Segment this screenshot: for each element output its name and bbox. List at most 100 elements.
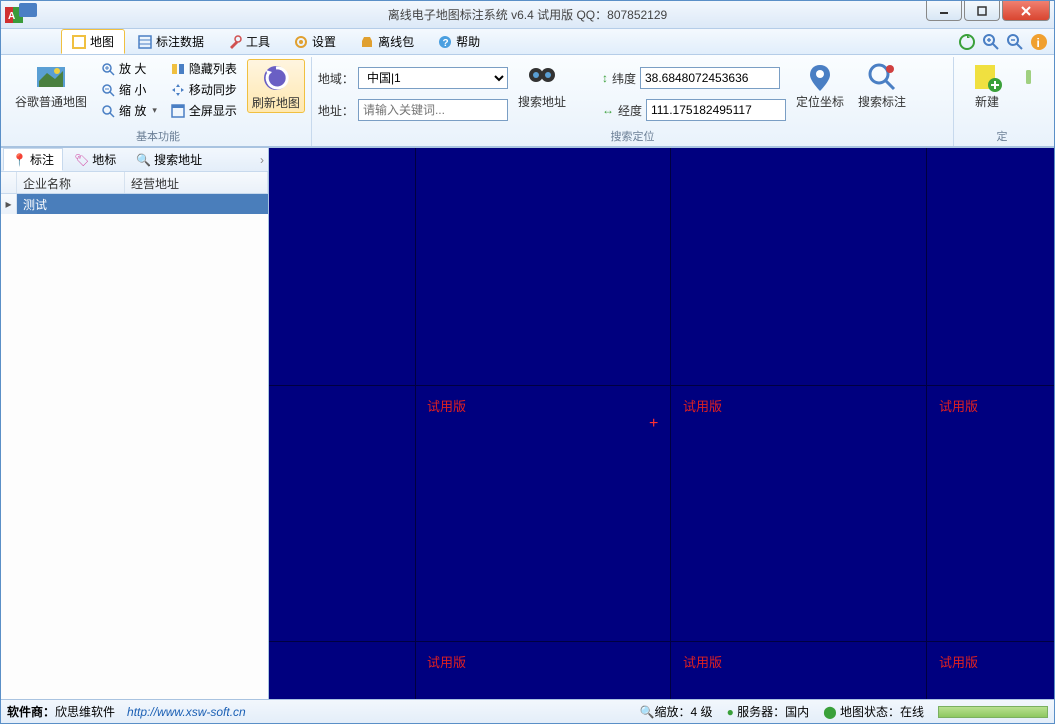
tab-marker-data[interactable]: 标注数据: [127, 29, 215, 54]
button-label: 全屏显示: [189, 102, 237, 119]
window-title: 离线电子地图标注系统 v6.4 试用版 QQ：807852129: [388, 6, 667, 23]
move-sync-button[interactable]: 移动同步: [167, 80, 241, 99]
sidebar: 📍标注 🏷地标 🔍搜索地址 › 企业名称 经营地址 ▸ 测试: [1, 148, 269, 699]
info-icon[interactable]: i: [1030, 33, 1048, 51]
help-icon: ?: [438, 35, 452, 49]
sidebar-tabs: 📍标注 🏷地标 🔍搜索地址 ›: [1, 148, 268, 172]
tab-map[interactable]: 地图: [61, 29, 125, 54]
group-label: 搜索定位: [318, 126, 947, 146]
column-header[interactable]: 企业名称: [17, 172, 125, 193]
tile-watermark: 试用版: [939, 652, 978, 671]
tab-help[interactable]: ? 帮助: [427, 29, 491, 54]
search-marker-button[interactable]: 搜索标注: [854, 59, 910, 111]
vendor-url[interactable]: http://www.xsw-soft.cn: [127, 705, 246, 719]
zoom-out-icon[interactable]: [1006, 33, 1024, 51]
tab-offline-package[interactable]: 离线包: [349, 29, 425, 54]
locate-coord-button[interactable]: 定位坐标: [792, 59, 848, 111]
lat-label: 纬度: [612, 70, 636, 87]
svg-text:?: ?: [443, 38, 449, 49]
lat-icon: ↕: [602, 71, 608, 85]
button-label: 定位坐标: [796, 95, 844, 109]
tile-grid-line: [269, 641, 1054, 642]
lng-icon: ↔: [602, 103, 614, 117]
app-icon: A: [1, 1, 41, 29]
grid-header: 企业名称 经营地址: [1, 172, 268, 194]
button-label: 缩 放: [119, 102, 146, 119]
zoom-status-icon: 🔍: [640, 705, 655, 719]
zoom-dropdown[interactable]: 缩 放 ▾: [97, 101, 161, 120]
tab-label: 工具: [246, 33, 270, 50]
tab-tools[interactable]: 工具: [217, 29, 281, 54]
tile-grid-line: [269, 385, 1054, 386]
ribbon-group-search: 地域：中国|1 地址： 搜索地址 ↕纬度 ↔经度 定位坐标: [312, 57, 954, 146]
tools-icon: [228, 35, 242, 49]
crosshair-icon: +: [649, 415, 658, 433]
button-label: 刷新地图: [252, 96, 300, 110]
vendor-label: 软件商：: [7, 705, 55, 719]
ribbon: 谷歌普通地图 放 大 缩 小 缩 放▾ 隐藏列表 移动同步 全屏显示 刷新地图 …: [1, 55, 1054, 147]
lng-input[interactable]: [646, 99, 786, 121]
table-row[interactable]: ▸ 测试: [1, 194, 268, 214]
tab-label: 地图: [90, 33, 114, 50]
zoom-value: 4 级: [691, 705, 713, 719]
cell-address: [125, 202, 137, 206]
button-label: 谷歌普通地图: [15, 95, 87, 109]
tile-grid-line: [415, 148, 416, 699]
button-label: 缩 小: [119, 81, 146, 98]
region-select[interactable]: 中国|1: [358, 67, 508, 89]
server-label: 服务器：: [737, 705, 785, 719]
tile-watermark: 试用版: [427, 396, 466, 415]
button-label: 隐藏列表: [189, 60, 237, 77]
map-state-value: 在线: [900, 705, 924, 719]
svg-text:i: i: [1037, 36, 1040, 50]
sidebar-tab-search[interactable]: 🔍搜索地址: [127, 148, 211, 171]
close-button[interactable]: [1002, 1, 1050, 21]
tile-grid-line: [670, 148, 671, 699]
lat-input[interactable]: [640, 67, 780, 89]
hide-list-button[interactable]: 隐藏列表: [167, 59, 241, 78]
lng-label: 经度: [618, 102, 642, 119]
chevron-down-icon: ▾: [152, 105, 157, 116]
zoom-in-button[interactable]: 放 大: [97, 59, 161, 78]
progress-bar: [938, 706, 1048, 718]
chevron-right-icon[interactable]: ›: [256, 153, 268, 167]
row-header-corner: [1, 172, 17, 193]
zoom-out-button[interactable]: 缩 小: [97, 80, 161, 99]
tile-watermark: 试用版: [683, 396, 722, 415]
refresh-icon[interactable]: [958, 33, 976, 51]
map-canvas[interactable]: 试用版试用版试用版试用版试用版试用版+: [269, 148, 1054, 699]
new-button[interactable]: 新建: [960, 59, 1014, 111]
tile-watermark: 试用版: [683, 652, 722, 671]
address-input[interactable]: [358, 99, 508, 121]
maximize-button[interactable]: [964, 1, 1000, 21]
tab-label: 标注数据: [156, 33, 204, 50]
package-icon: [360, 35, 374, 49]
tile-watermark: 试用版: [939, 396, 978, 415]
fullscreen-button[interactable]: 全屏显示: [167, 101, 241, 120]
tile-grid-line: [926, 148, 927, 699]
sidebar-tab-markers[interactable]: 📍标注: [3, 148, 63, 171]
cell-name: 测试: [17, 194, 125, 215]
button-label: 移动同步: [189, 81, 237, 98]
zoom-in-icon[interactable]: [982, 33, 1000, 51]
column-header[interactable]: 经营地址: [125, 172, 268, 193]
group-label: 定: [960, 126, 1044, 146]
map-icon: [72, 35, 86, 49]
tab-label: 帮助: [456, 33, 480, 50]
tab-settings[interactable]: 设置: [283, 29, 347, 54]
minimize-button[interactable]: [926, 1, 962, 21]
data-icon: [138, 35, 152, 49]
vendor-name: 欣思维软件: [55, 705, 115, 719]
tab-label: 离线包: [378, 33, 414, 50]
tab-label: 设置: [312, 33, 336, 50]
menubar-right-icons: i: [958, 33, 1048, 51]
refresh-map-button[interactable]: 刷新地图: [247, 59, 305, 113]
svg-text:A: A: [8, 11, 15, 22]
tile-watermark: 试用版: [427, 652, 466, 671]
row-indicator: ▸: [1, 194, 17, 214]
search-address-button[interactable]: 搜索地址: [514, 59, 570, 111]
button-label: 搜索地址: [518, 95, 566, 109]
google-map-button[interactable]: 谷歌普通地图: [11, 59, 91, 111]
sidebar-tab-landmarks[interactable]: 🏷地标: [65, 148, 125, 171]
extra-button[interactable]: [1020, 59, 1044, 95]
